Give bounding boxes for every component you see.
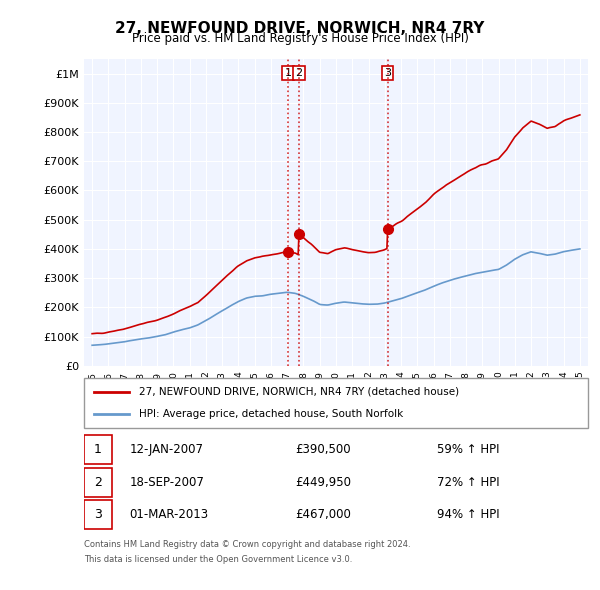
Text: 1: 1	[284, 68, 292, 78]
Text: Contains HM Land Registry data © Crown copyright and database right 2024.: Contains HM Land Registry data © Crown c…	[84, 540, 410, 549]
Text: 12-JAN-2007: 12-JAN-2007	[130, 443, 203, 457]
Text: HPI: Average price, detached house, South Norfolk: HPI: Average price, detached house, Sout…	[139, 409, 404, 419]
Text: 2: 2	[94, 476, 102, 489]
Text: 72% ↑ HPI: 72% ↑ HPI	[437, 476, 499, 489]
Text: 59% ↑ HPI: 59% ↑ HPI	[437, 443, 499, 457]
Text: 3: 3	[94, 508, 102, 522]
Text: 01-MAR-2013: 01-MAR-2013	[130, 508, 208, 522]
Text: 18-SEP-2007: 18-SEP-2007	[130, 476, 204, 489]
Text: 2: 2	[295, 68, 302, 78]
Text: This data is licensed under the Open Government Licence v3.0.: This data is licensed under the Open Gov…	[84, 555, 352, 563]
FancyBboxPatch shape	[84, 468, 112, 497]
Text: £467,000: £467,000	[296, 508, 352, 522]
Text: 1: 1	[94, 443, 102, 457]
Text: 94% ↑ HPI: 94% ↑ HPI	[437, 508, 499, 522]
Text: Price paid vs. HM Land Registry's House Price Index (HPI): Price paid vs. HM Land Registry's House …	[131, 32, 469, 45]
Text: £390,500: £390,500	[296, 443, 352, 457]
Text: 3: 3	[384, 68, 391, 78]
Text: 27, NEWFOUND DRIVE, NORWICH, NR4 7RY: 27, NEWFOUND DRIVE, NORWICH, NR4 7RY	[115, 21, 485, 35]
Text: £449,950: £449,950	[296, 476, 352, 489]
FancyBboxPatch shape	[84, 378, 588, 428]
Text: 27, NEWFOUND DRIVE, NORWICH, NR4 7RY (detached house): 27, NEWFOUND DRIVE, NORWICH, NR4 7RY (de…	[139, 386, 460, 396]
FancyBboxPatch shape	[84, 435, 112, 464]
FancyBboxPatch shape	[84, 500, 112, 529]
